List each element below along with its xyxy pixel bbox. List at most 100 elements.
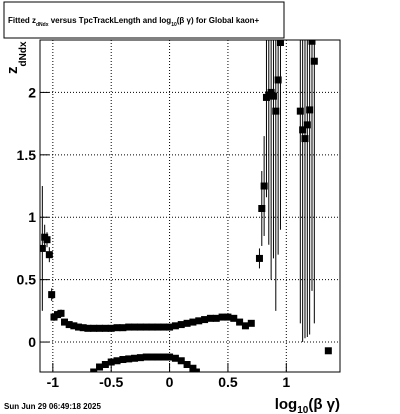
title-part: dNdx [36, 22, 49, 28]
data-point [148, 353, 156, 361]
data-point [65, 321, 73, 329]
data-point [177, 321, 185, 329]
data-point [45, 251, 53, 259]
data-point [154, 323, 162, 331]
data-point [40, 244, 46, 252]
data-point [303, 121, 311, 129]
data-point [70, 322, 78, 330]
data-point [113, 324, 121, 332]
x-tick-label: 0.5 [218, 374, 238, 390]
x-label-part: 10 [297, 405, 309, 414]
data-point [160, 353, 168, 361]
data-point [119, 324, 127, 332]
data-point [260, 182, 268, 190]
data-point [101, 324, 109, 332]
data-point [230, 314, 238, 322]
data-point [189, 318, 197, 326]
x-axis-label: log10(β γ) [275, 396, 340, 414]
y-tick-label: 2 [28, 84, 36, 100]
title-part: 10 [171, 22, 177, 28]
data-point [50, 313, 58, 321]
data-point [236, 318, 244, 326]
data-point [272, 107, 280, 115]
data-point [276, 40, 284, 46]
x-label-part: (β γ) [308, 396, 340, 413]
data-point [177, 357, 185, 365]
data-point [183, 361, 191, 369]
y-tick-label: 0 [28, 334, 36, 350]
x-tick-label: -0.5 [99, 374, 123, 390]
data-point [136, 354, 144, 362]
data-point [125, 355, 133, 363]
data-point [301, 135, 309, 143]
data-point [61, 318, 69, 326]
data-point [195, 317, 203, 325]
data-point [324, 347, 332, 355]
data-point [160, 323, 168, 331]
title-part: (β γ) for Global kaon+ [177, 16, 260, 25]
y-axis-label: zdNdx [4, 41, 29, 74]
title-part: z [32, 16, 36, 25]
chart-title: Fitted zdNdx versus TpcTrackLength and l… [8, 16, 260, 28]
data-point [206, 314, 214, 322]
data-point [189, 364, 197, 372]
data-point [183, 319, 191, 327]
data-point [274, 76, 282, 84]
data-point [90, 368, 98, 372]
data-point [201, 316, 209, 324]
data-point [171, 322, 179, 330]
data-point [48, 291, 56, 299]
data-point [306, 106, 314, 114]
data-point [154, 353, 162, 361]
data-point [296, 107, 304, 115]
title-part: versus TpcTrackLength and log [49, 16, 172, 25]
data-point [308, 40, 316, 45]
data-point [142, 353, 150, 361]
data-point [247, 319, 255, 327]
data-point [119, 356, 127, 364]
data-point [96, 324, 104, 332]
data-point [101, 361, 109, 369]
y-tick-label: 1.5 [17, 147, 37, 163]
data-point [142, 323, 150, 331]
y-label-part: z [4, 67, 21, 75]
data-point [310, 57, 318, 65]
data-point [148, 323, 156, 331]
data-layer [40, 40, 332, 372]
title-part: Fitted [8, 16, 32, 25]
data-point [113, 357, 121, 365]
data-point [212, 314, 220, 322]
x-tick-label: -1 [47, 374, 60, 390]
data-point [299, 126, 307, 134]
x-tick-label: 0 [166, 374, 174, 390]
data-point [125, 323, 133, 331]
data-point [75, 323, 83, 331]
y-label-part: dNdx [18, 41, 29, 66]
title-box [3, 1, 285, 39]
data-point [241, 322, 249, 330]
plot-frame [39, 39, 341, 373]
x-tick-label: 1 [282, 374, 290, 390]
data-point [218, 313, 226, 321]
data-point [171, 354, 179, 362]
data-point [267, 88, 275, 96]
data-point [107, 324, 115, 332]
y-tick-label: 0.5 [17, 272, 37, 288]
data-point [255, 254, 263, 262]
data-point [131, 354, 139, 362]
data-point [57, 309, 65, 317]
data-point [258, 204, 266, 212]
x-label-part: log [275, 396, 298, 413]
footer-date: Sun Jun 29 06:49:18 2025 [4, 402, 101, 411]
data-point [166, 353, 174, 361]
y-tick-label: 1 [28, 209, 36, 225]
data-point [131, 323, 139, 331]
data-point [79, 324, 87, 332]
data-point [269, 92, 277, 100]
data-point [96, 363, 104, 371]
data-point [90, 324, 98, 332]
data-point [192, 368, 200, 372]
data-point [136, 323, 144, 331]
data-point [54, 311, 62, 319]
